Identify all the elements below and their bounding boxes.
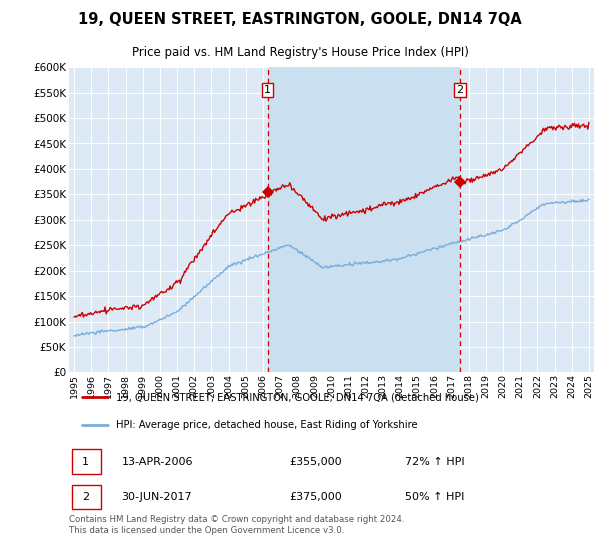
Text: 19, QUEEN STREET, EASTRINGTON, GOOLE, DN14 7QA: 19, QUEEN STREET, EASTRINGTON, GOOLE, DN… (78, 12, 522, 27)
Text: £355,000: £355,000 (290, 457, 342, 466)
Text: 1: 1 (264, 85, 271, 95)
Bar (268, 67, 460, 372)
Text: 50% ↑ HPI: 50% ↑ HPI (405, 492, 464, 502)
Text: 1: 1 (82, 457, 89, 466)
Text: 30-JUN-2017: 30-JUN-2017 (121, 492, 192, 502)
Text: 2: 2 (457, 85, 464, 95)
Text: 2: 2 (82, 492, 89, 502)
Text: 72% ↑ HPI: 72% ↑ HPI (405, 457, 464, 466)
Text: Price paid vs. HM Land Registry's House Price Index (HPI): Price paid vs. HM Land Registry's House … (131, 46, 469, 59)
FancyBboxPatch shape (71, 484, 101, 510)
Text: Contains HM Land Registry data © Crown copyright and database right 2024.
This d: Contains HM Land Registry data © Crown c… (69, 515, 404, 535)
Text: £375,000: £375,000 (290, 492, 342, 502)
FancyBboxPatch shape (71, 449, 101, 474)
Text: 19, QUEEN STREET, EASTRINGTON, GOOLE, DN14 7QA (detached house): 19, QUEEN STREET, EASTRINGTON, GOOLE, DN… (116, 392, 479, 402)
Text: 13-APR-2006: 13-APR-2006 (121, 457, 193, 466)
Text: HPI: Average price, detached house, East Riding of Yorkshire: HPI: Average price, detached house, East… (116, 420, 418, 430)
